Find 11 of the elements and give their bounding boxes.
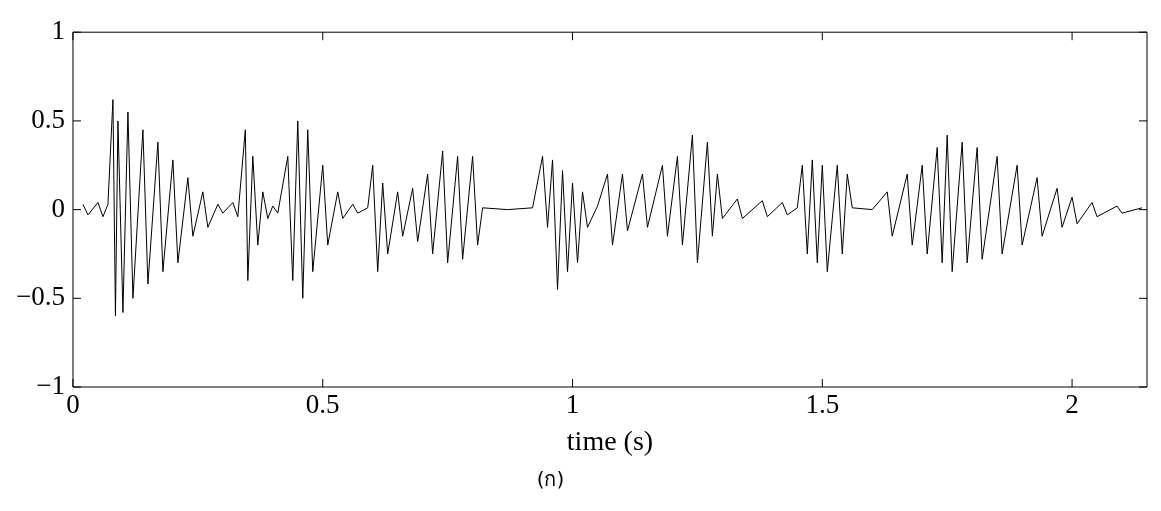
y-tick-label: 0 [51,192,65,223]
x-tick-label: 0.5 [305,389,340,420]
x-tick-label: 2 [1065,389,1079,420]
y-tick-label: 1 [51,15,65,46]
text: (ก) [535,466,566,493]
y-tick-label: −0.5 [15,281,65,312]
x-tick-label: 1 [565,389,580,420]
x-axis-title: time (s) [566,424,654,456]
x-tick-label: 1.5 [805,389,840,420]
y-tick-label: 0.5 [31,103,65,134]
y-tick-label: −1 [36,370,65,401]
